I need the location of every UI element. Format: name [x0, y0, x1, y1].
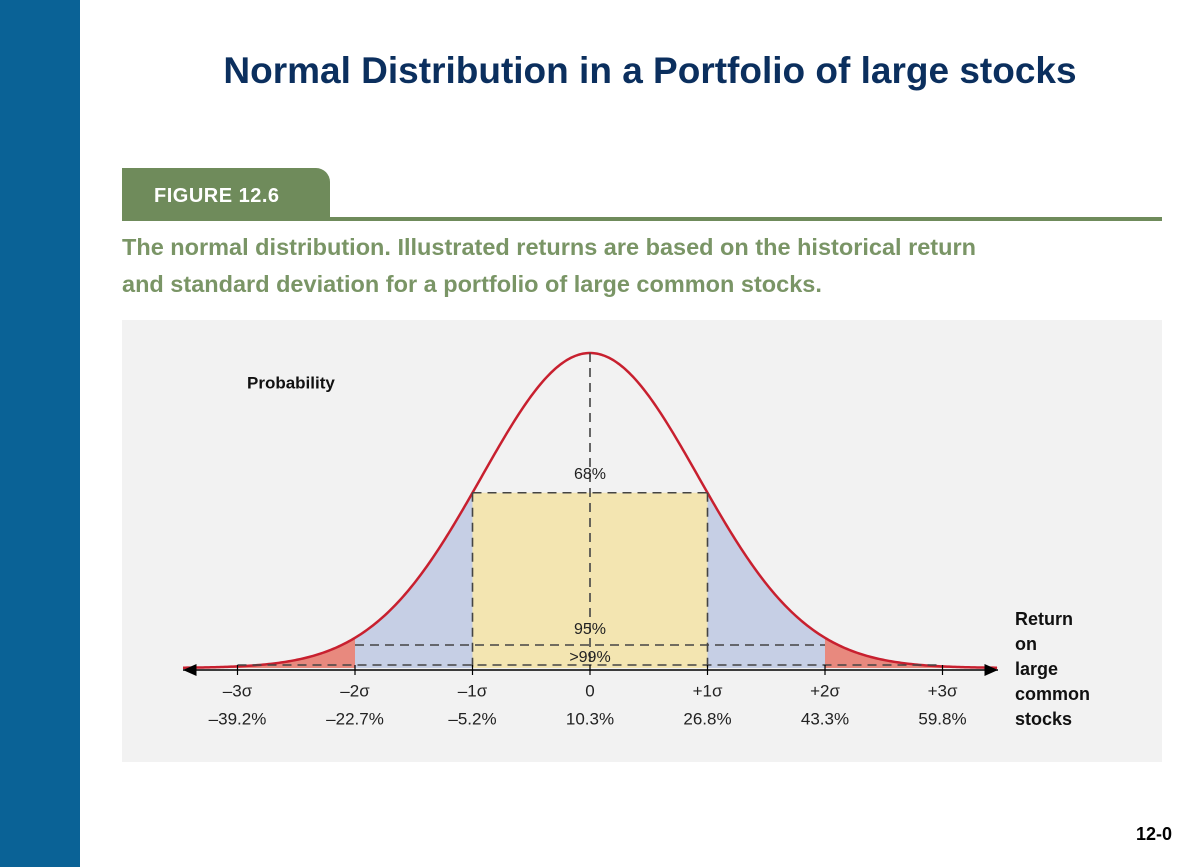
caption-line: The normal distribution. Illustrated ret… [122, 234, 976, 260]
x-axis-label: large [1015, 659, 1058, 679]
band-label: 95% [574, 621, 606, 638]
sigma-label: –2σ [340, 681, 370, 700]
sigma-label: –3σ [223, 681, 253, 700]
x-axis-label: stocks [1015, 709, 1072, 729]
figure-rule [122, 217, 1162, 221]
return-label: 10.3% [566, 709, 614, 728]
page-number: 12-0 [1135, 824, 1172, 844]
band-label: 68% [574, 466, 606, 483]
sigma-label: 0 [585, 681, 594, 700]
x-axis-label: on [1015, 634, 1037, 654]
caption-line: and standard deviation for a portfolio o… [122, 271, 822, 297]
return-label: –39.2% [209, 709, 267, 728]
band-label: >99% [569, 649, 610, 666]
return-label: 59.8% [918, 709, 966, 728]
figure-label: FIGURE 12.6 [122, 168, 330, 220]
x-axis-label: Return [1015, 609, 1073, 629]
sigma-label: +3σ [928, 681, 958, 700]
return-label: –5.2% [448, 709, 496, 728]
sigma-label: –1σ [458, 681, 488, 700]
band-area [707, 492, 825, 668]
return-label: 43.3% [801, 709, 849, 728]
band-area [355, 492, 473, 668]
tail-area [183, 637, 355, 668]
tail-area [825, 637, 998, 668]
x-axis-label: common [1015, 684, 1090, 704]
return-label: 26.8% [683, 709, 731, 728]
sidebar [0, 0, 80, 867]
slide-title: Normal Distribution in a Portfolio of la… [223, 50, 1077, 91]
sigma-label: +1σ [693, 681, 723, 700]
return-label: –22.7% [326, 709, 384, 728]
y-axis-label: Probability [247, 373, 335, 392]
sigma-label: +2σ [810, 681, 840, 700]
